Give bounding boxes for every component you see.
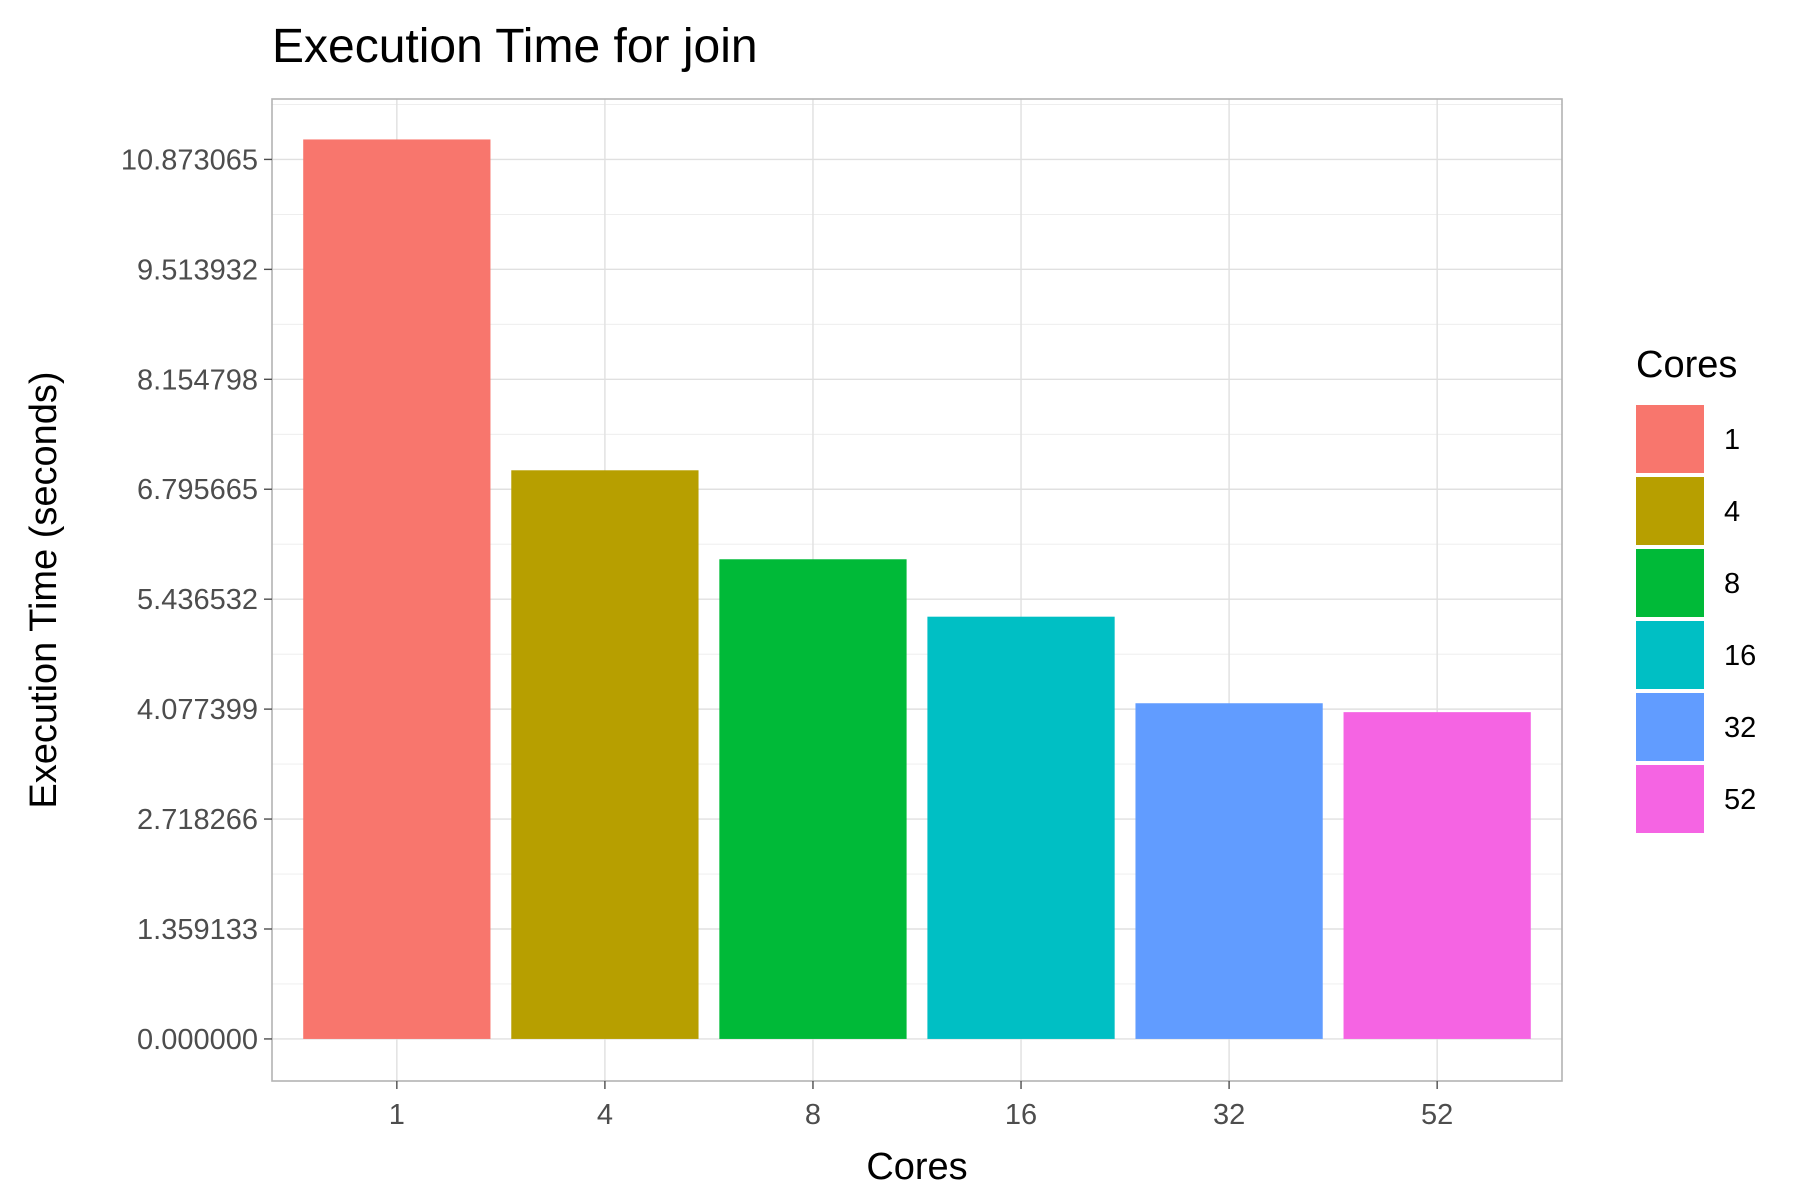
legend-key-4	[1636, 477, 1704, 545]
x-tick-label: 16	[1005, 1099, 1037, 1131]
legend: Cores 1 4 8 16 32 52	[1636, 344, 1756, 833]
legend-title: Cores	[1636, 344, 1737, 386]
chart-title: Execution Time for join	[272, 20, 758, 73]
bar-52	[1343, 712, 1531, 1039]
legend-key-16	[1636, 621, 1704, 689]
x-tick-label: 4	[597, 1099, 613, 1131]
y-tick-label: 10.873065	[121, 144, 258, 176]
x-tick-label: 1	[389, 1099, 405, 1131]
x-tick-label: 8	[805, 1099, 821, 1131]
legend-label: 1	[1724, 424, 1740, 456]
bar-4	[511, 470, 699, 1039]
plot-panel-border	[271, 98, 1563, 1082]
bar-series	[303, 139, 1531, 1039]
legend-label: 16	[1724, 640, 1756, 672]
legend-key-32	[1636, 693, 1704, 761]
legend-label: 8	[1724, 568, 1740, 600]
x-axis-title: Cores	[866, 1146, 967, 1188]
x-axis: 1 4 8 16 32 52	[389, 1081, 1453, 1131]
y-axis: 0.000000 1.359133 2.718266 4.077399 5.436532…	[121, 144, 272, 1056]
y-tick-label: 0.000000	[137, 1024, 258, 1056]
bar-8	[719, 559, 907, 1039]
y-tick-label: 5.436532	[137, 584, 258, 616]
bar-1	[303, 139, 491, 1039]
legend-label: 52	[1724, 784, 1756, 816]
y-tick-label: 4.077399	[137, 694, 258, 726]
y-tick-label: 9.513932	[137, 254, 258, 286]
legend-key-8	[1636, 549, 1704, 617]
bar-16	[927, 616, 1115, 1039]
y-axis-title: Execution Time (seconds)	[23, 371, 65, 808]
legend-key-1	[1636, 405, 1704, 473]
legend-entries: 1 4 8 16 32 52	[1636, 405, 1756, 833]
y-tick-label: 1.359133	[137, 914, 258, 946]
y-tick-label: 6.795665	[137, 474, 258, 506]
y-tick-label: 8.154798	[137, 364, 258, 396]
legend-label: 4	[1724, 496, 1740, 528]
legend-label: 32	[1724, 712, 1756, 744]
x-tick-label: 52	[1421, 1099, 1453, 1131]
bar-32	[1135, 703, 1323, 1039]
x-tick-label: 32	[1213, 1099, 1245, 1131]
y-tick-label: 2.718266	[137, 804, 258, 836]
legend-key-52	[1636, 765, 1704, 833]
